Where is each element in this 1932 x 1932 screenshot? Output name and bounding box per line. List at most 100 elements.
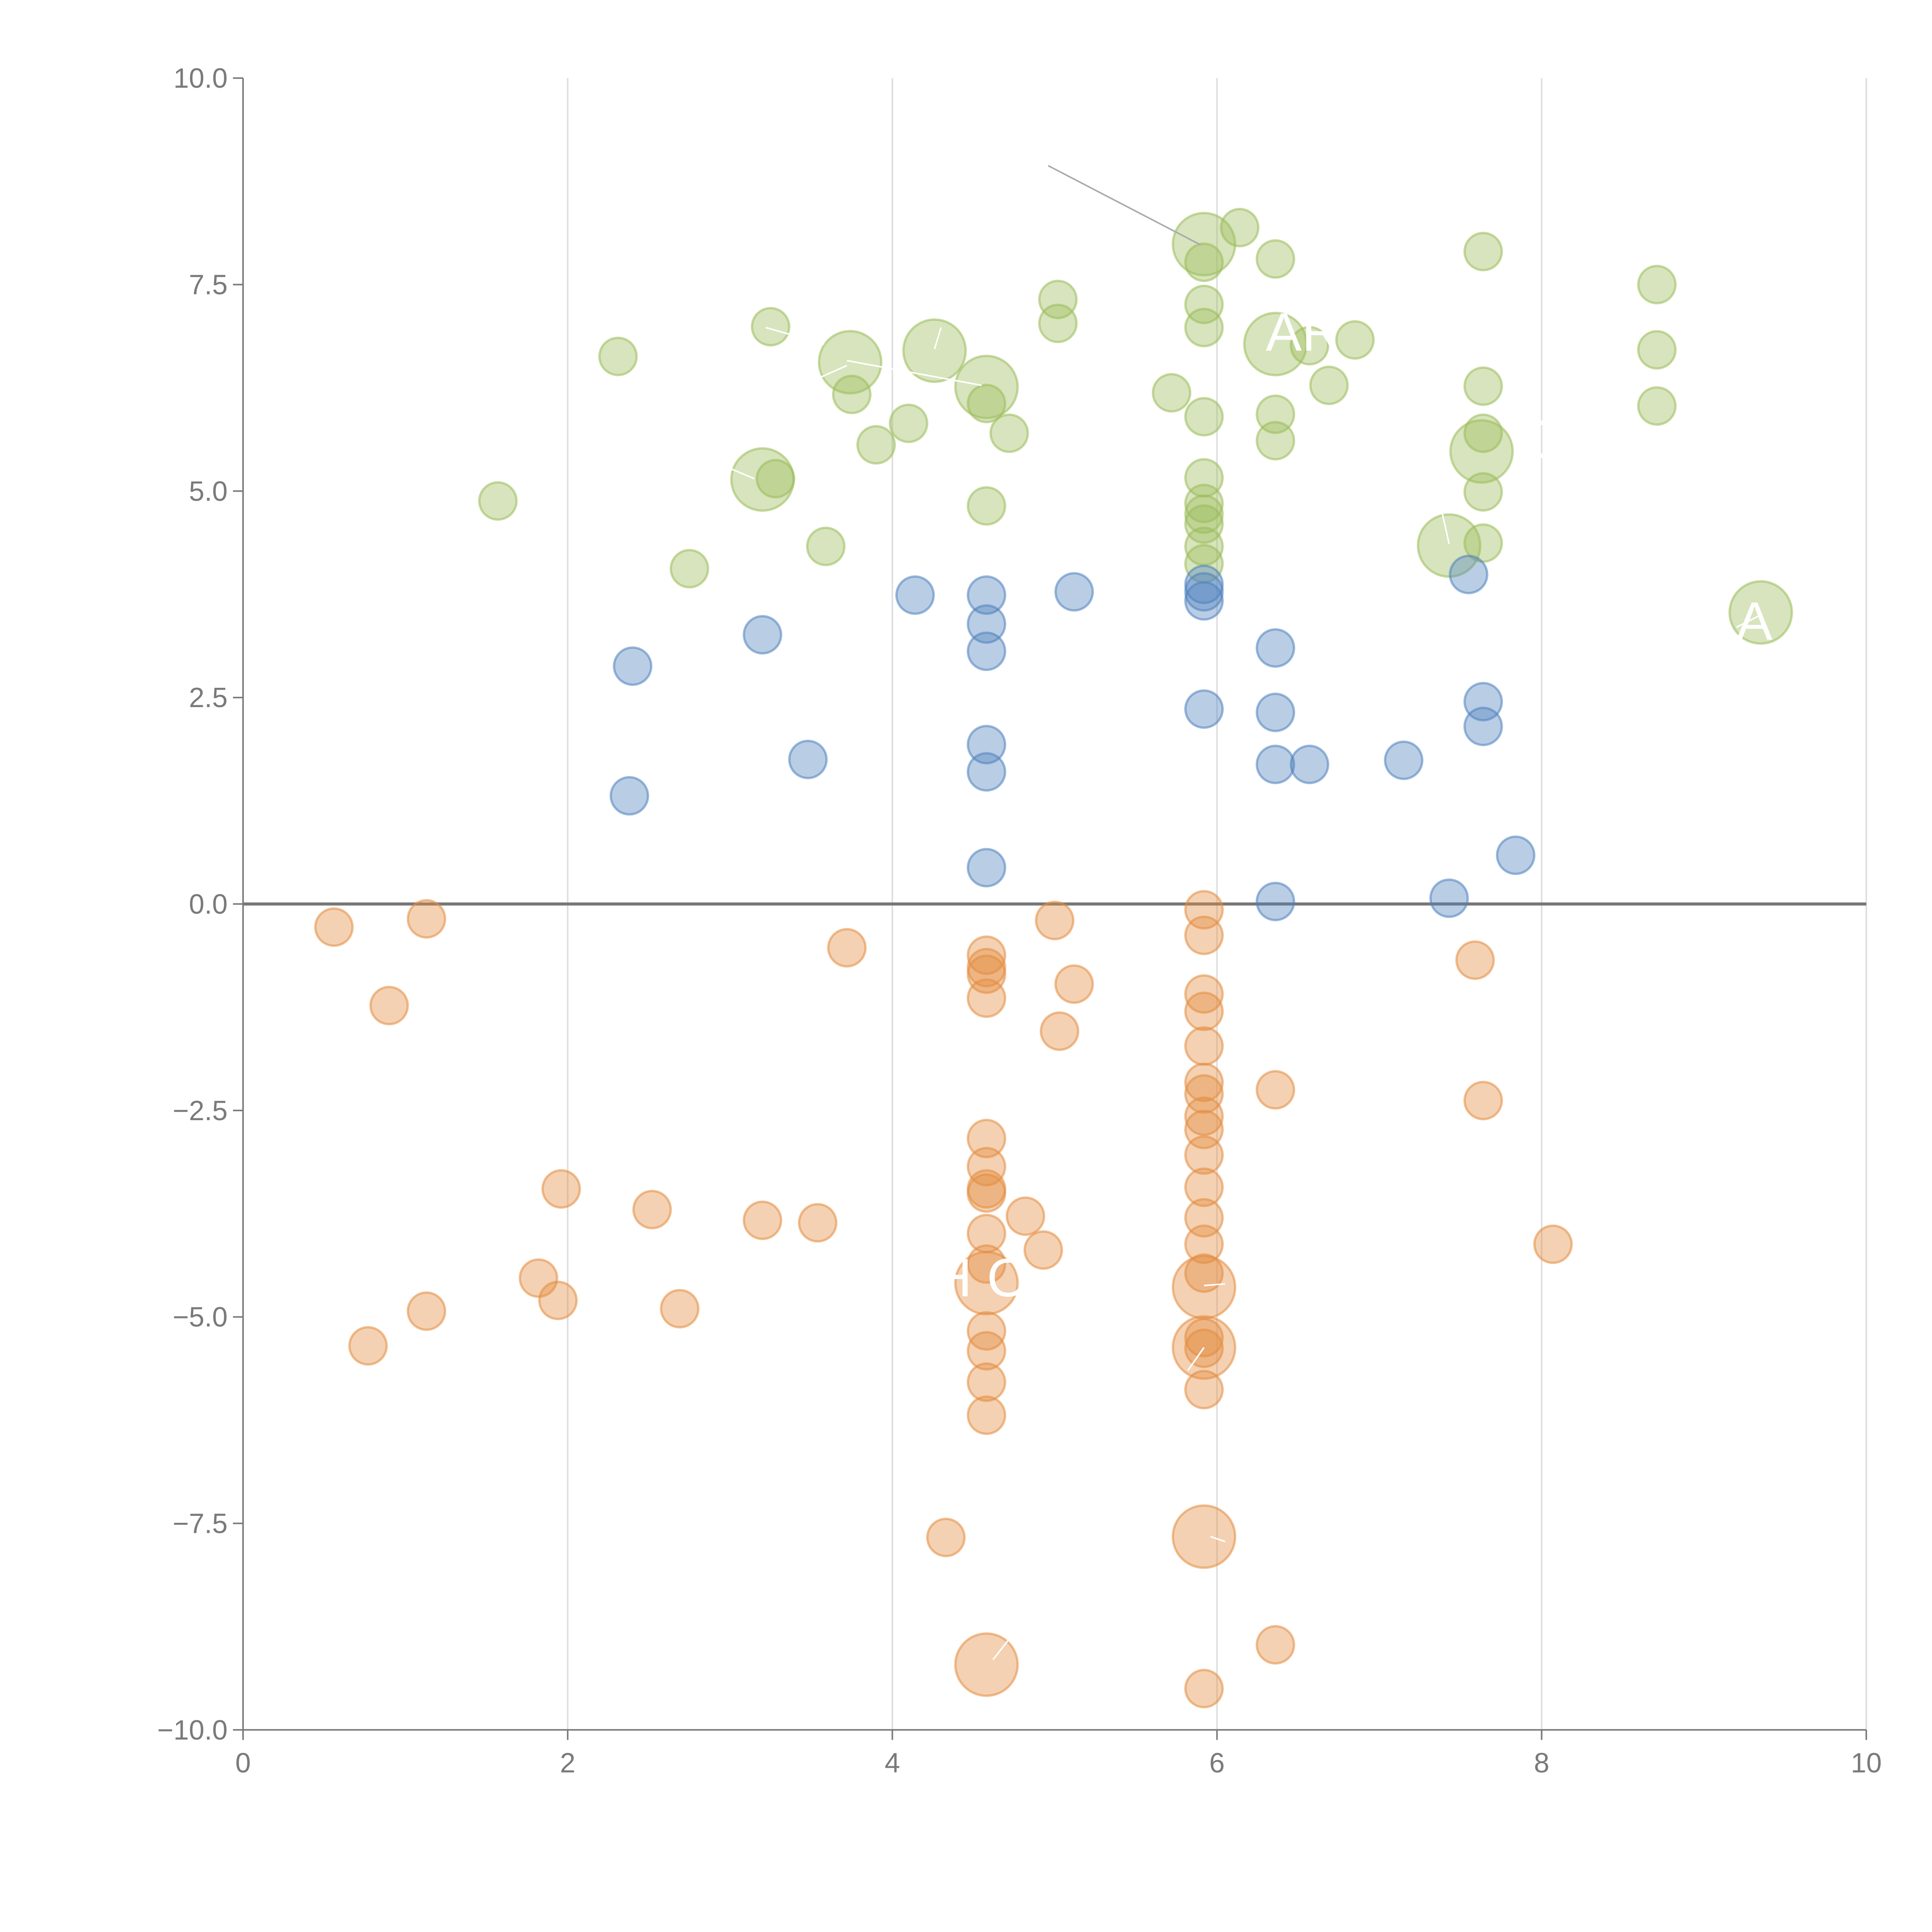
orange-point <box>966 1311 1007 1351</box>
orange-point <box>1005 1196 1045 1236</box>
blue-point <box>966 752 1007 792</box>
orange-point <box>1184 1063 1224 1102</box>
blue-point <box>1255 745 1295 784</box>
green-point <box>1463 366 1503 406</box>
green-point <box>989 413 1029 453</box>
blue-point <box>1255 628 1295 668</box>
orange-point <box>1184 992 1224 1031</box>
orange-point <box>1184 1224 1224 1264</box>
green-point <box>598 337 638 376</box>
annotation-leader-line <box>1736 614 1761 628</box>
green-point <box>966 384 1007 423</box>
blue-point <box>1255 692 1295 732</box>
annotation-leader-line <box>716 462 755 480</box>
green-point <box>1289 326 1330 366</box>
annotation-label: A <box>1736 591 1773 651</box>
y-tick-label: 2.5 <box>189 682 228 713</box>
blue-point <box>966 575 1007 615</box>
blue-point <box>1463 682 1503 722</box>
green-point <box>1172 212 1236 277</box>
annotation-leader-line <box>1187 1347 1205 1371</box>
orange-point <box>1184 1135 1224 1175</box>
blue-point <box>1184 581 1224 621</box>
green-point <box>1243 311 1308 376</box>
orange-point <box>538 1281 578 1320</box>
y-tick-label: −2.5 <box>173 1095 228 1126</box>
orange-point <box>1455 940 1495 980</box>
annotation-labels-layer: E AR CE A Q H O C C <box>568 236 1773 1655</box>
blue-point <box>788 740 828 779</box>
orange-point <box>1184 1074 1224 1114</box>
orange-point <box>1172 1504 1236 1569</box>
annotation-leader-line <box>1210 1536 1226 1543</box>
orange-point <box>1023 1230 1063 1270</box>
green-point <box>1637 330 1677 370</box>
x-tick-label: 0 <box>235 1748 251 1779</box>
green-point <box>1184 397 1224 437</box>
green-point <box>1038 279 1078 320</box>
orange-point <box>1035 901 1075 940</box>
green-point <box>889 403 929 443</box>
blue-point <box>966 604 1007 644</box>
orange-point <box>966 1244 1007 1284</box>
green-point <box>856 425 896 465</box>
orange-point <box>954 1632 1019 1697</box>
y-tick-label: −5.0 <box>173 1302 228 1333</box>
green-point <box>1637 386 1677 426</box>
orange-point <box>1172 1315 1236 1380</box>
orange-point <box>348 1326 388 1366</box>
orange-point <box>1184 1253 1224 1293</box>
orange-point <box>1184 974 1224 1014</box>
orange-point <box>1255 1625 1295 1665</box>
blue-point <box>966 724 1007 765</box>
green-point <box>1463 231 1503 272</box>
orange-point <box>966 1362 1007 1402</box>
orange-point <box>1255 1070 1295 1110</box>
annotation-leader-line <box>765 327 825 345</box>
annotation-label: E <box>568 236 604 296</box>
orange-point <box>541 1169 581 1209</box>
x-tick-label: 6 <box>1209 1748 1225 1779</box>
blue-point <box>609 776 649 816</box>
green-point <box>1038 303 1078 344</box>
x-tick-label: 8 <box>1534 1748 1549 1779</box>
green-point <box>806 526 846 566</box>
orange-point <box>369 986 409 1026</box>
green-point <box>966 486 1007 526</box>
blue-point <box>966 848 1007 888</box>
green-point <box>1309 366 1349 405</box>
green-point <box>730 447 795 512</box>
annotation-leader-line <box>1204 1283 1225 1286</box>
orange-point <box>406 899 446 939</box>
blue-point <box>1255 881 1295 922</box>
x-tick-label: 2 <box>560 1748 575 1779</box>
orange-point <box>1533 1224 1573 1264</box>
orange-point <box>1054 964 1094 1004</box>
y-tick-label: −7.5 <box>173 1509 228 1539</box>
green-point <box>1463 413 1503 453</box>
x-tick-label: 4 <box>884 1748 900 1779</box>
annotation-label: H O <box>933 1247 1029 1308</box>
orange-point <box>926 1517 966 1558</box>
green-point <box>478 481 518 521</box>
orange-point <box>1184 1026 1224 1066</box>
y-tick-label: 10.0 <box>173 63 228 94</box>
green-point <box>902 318 967 383</box>
green-point <box>1184 308 1224 347</box>
annotation-leader-line <box>1048 165 1201 246</box>
annotation-leader-line <box>992 1638 1010 1660</box>
orange-point <box>660 1289 700 1328</box>
green-point <box>1151 373 1192 413</box>
blue-point <box>1184 689 1224 729</box>
orange-point <box>966 1395 1007 1435</box>
orange-point <box>314 907 354 947</box>
blue-point <box>895 575 935 615</box>
leader-lines-layer <box>716 165 1761 1660</box>
orange-point <box>1039 1011 1080 1051</box>
blue-point <box>1289 745 1330 784</box>
green-point <box>1220 207 1260 248</box>
green-point <box>954 355 1019 420</box>
green-point <box>1184 458 1224 498</box>
orange-point <box>1184 1370 1224 1410</box>
